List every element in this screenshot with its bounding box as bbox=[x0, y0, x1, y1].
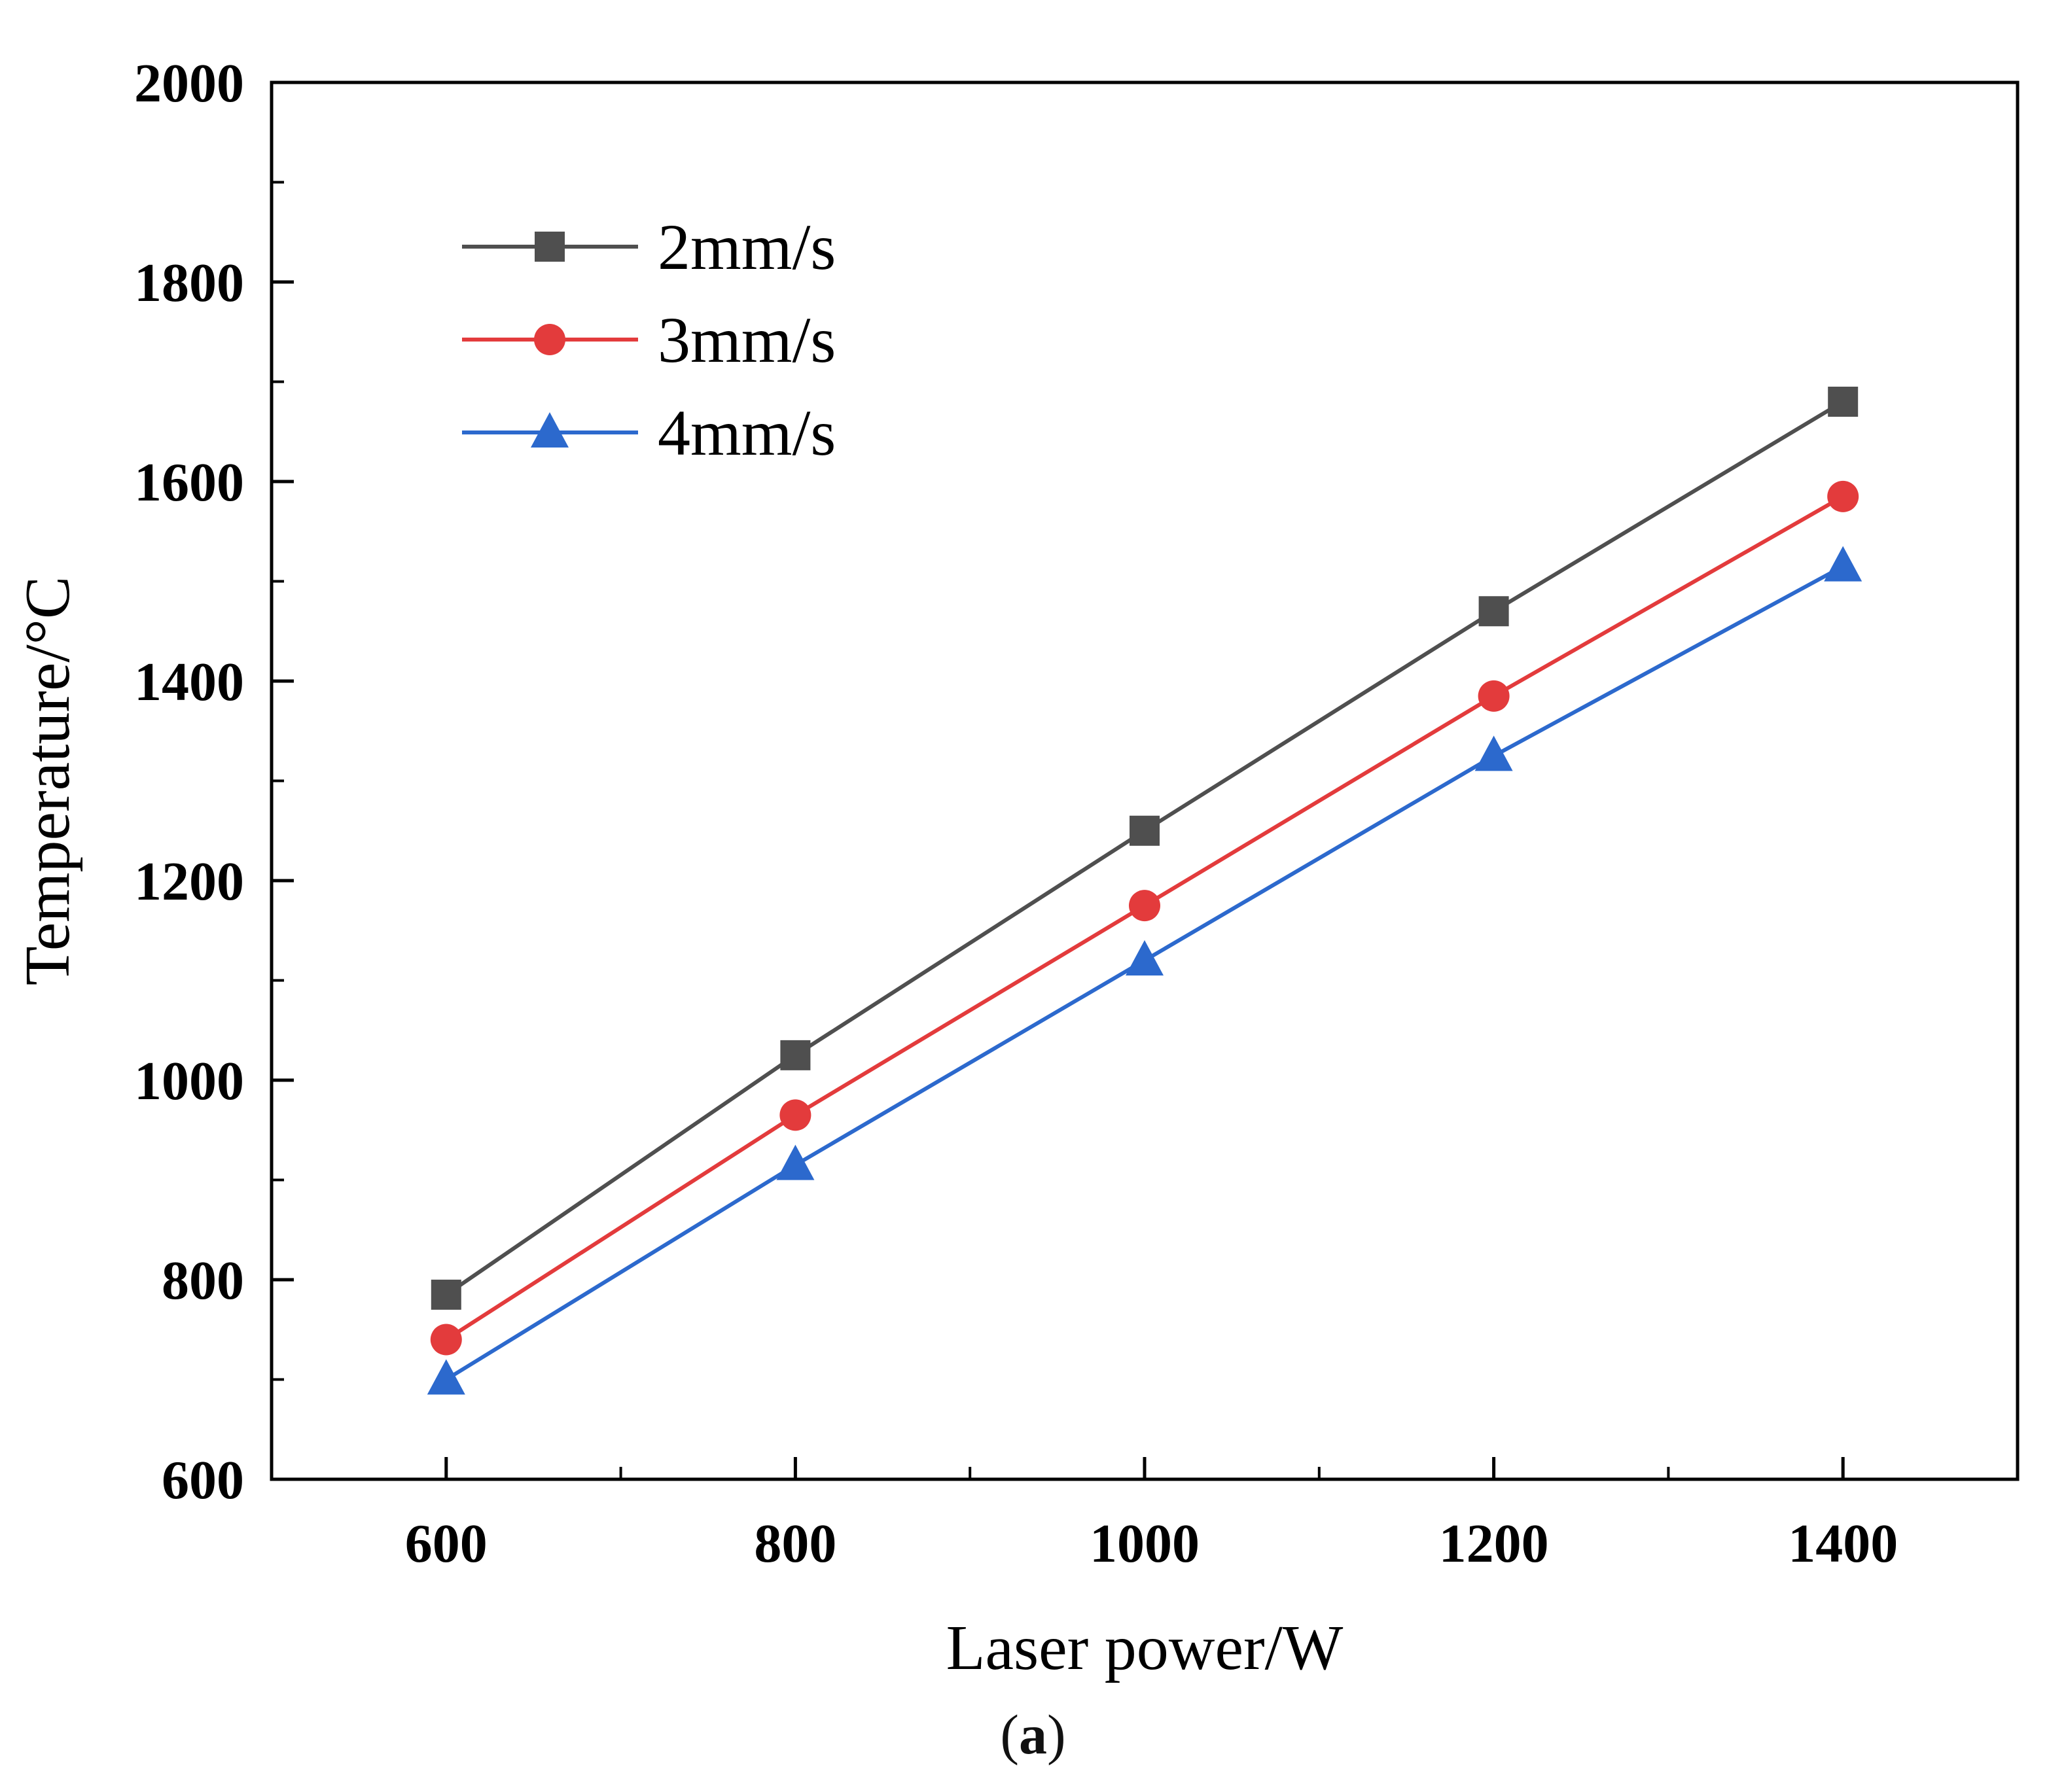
circle-marker bbox=[534, 324, 565, 355]
series-line bbox=[445, 400, 1844, 1297]
triangle-marker bbox=[427, 1359, 465, 1395]
caption-paren-close: ) bbox=[1047, 1703, 1066, 1766]
square-marker bbox=[780, 1040, 811, 1070]
legend-label: 4mm/s bbox=[658, 396, 836, 469]
triangle-marker bbox=[776, 1144, 815, 1180]
y-axis-tick-label: 600 bbox=[162, 1450, 244, 1511]
x-axis-tick-label: 1200 bbox=[1439, 1513, 1549, 1574]
legend-item-3mm-s: 3mm/s bbox=[462, 304, 836, 376]
circle-marker bbox=[430, 1324, 462, 1356]
square-marker bbox=[1828, 387, 1859, 417]
legend-label: 2mm/s bbox=[658, 211, 836, 283]
legend-item-4mm-s: 4mm/s bbox=[462, 396, 836, 469]
y-axis-tick-label: 1800 bbox=[134, 253, 244, 313]
y-axis-tick-label: 1000 bbox=[134, 1051, 244, 1112]
triangle-marker bbox=[1126, 940, 1164, 975]
figure-caption: (a) bbox=[0, 1698, 2066, 1770]
y-axis-tick-label: 2000 bbox=[134, 53, 244, 114]
circle-marker bbox=[1129, 890, 1160, 922]
y-axis-tick-label: 1400 bbox=[134, 652, 244, 712]
y-axis-tick-label: 800 bbox=[162, 1250, 244, 1311]
square-marker bbox=[1478, 596, 1509, 627]
caption-paren-open: ( bbox=[1000, 1703, 1019, 1766]
circle-marker bbox=[1827, 480, 1859, 512]
square-marker bbox=[431, 1279, 461, 1310]
x-axis-tick-label: 600 bbox=[405, 1513, 488, 1574]
circle-marker bbox=[779, 1099, 811, 1131]
y-axis-tick-label: 1200 bbox=[134, 851, 244, 912]
legend: 2mm/s 3mm/s 4mm/s bbox=[462, 211, 836, 469]
caption-letter: a bbox=[1019, 1703, 1047, 1766]
y-axis-title: Temperature/°C bbox=[12, 576, 83, 986]
square-marker bbox=[1130, 815, 1160, 846]
x-axis-tick-label: 1400 bbox=[1788, 1513, 1898, 1574]
plot-border bbox=[270, 80, 2020, 1481]
circle-marker bbox=[1478, 680, 1510, 712]
y-axis-tick-label: 1600 bbox=[134, 452, 244, 513]
x-axis-tick-label: 800 bbox=[754, 1513, 836, 1574]
x-axis-tick-label: 1000 bbox=[1090, 1513, 1200, 1574]
triangle-marker bbox=[1824, 546, 1862, 582]
triangle-marker bbox=[1474, 735, 1513, 771]
x-axis-title: Laser power/W bbox=[946, 1613, 1344, 1683]
legend-item-2mm-s: 2mm/s bbox=[462, 211, 836, 283]
triangle-marker bbox=[531, 412, 569, 448]
series-4mm-s bbox=[427, 546, 1862, 1395]
square-marker bbox=[535, 232, 565, 262]
series-3mm-s bbox=[430, 480, 1859, 1356]
legend-label: 3mm/s bbox=[658, 304, 836, 376]
series-2mm-s bbox=[431, 387, 1859, 1310]
